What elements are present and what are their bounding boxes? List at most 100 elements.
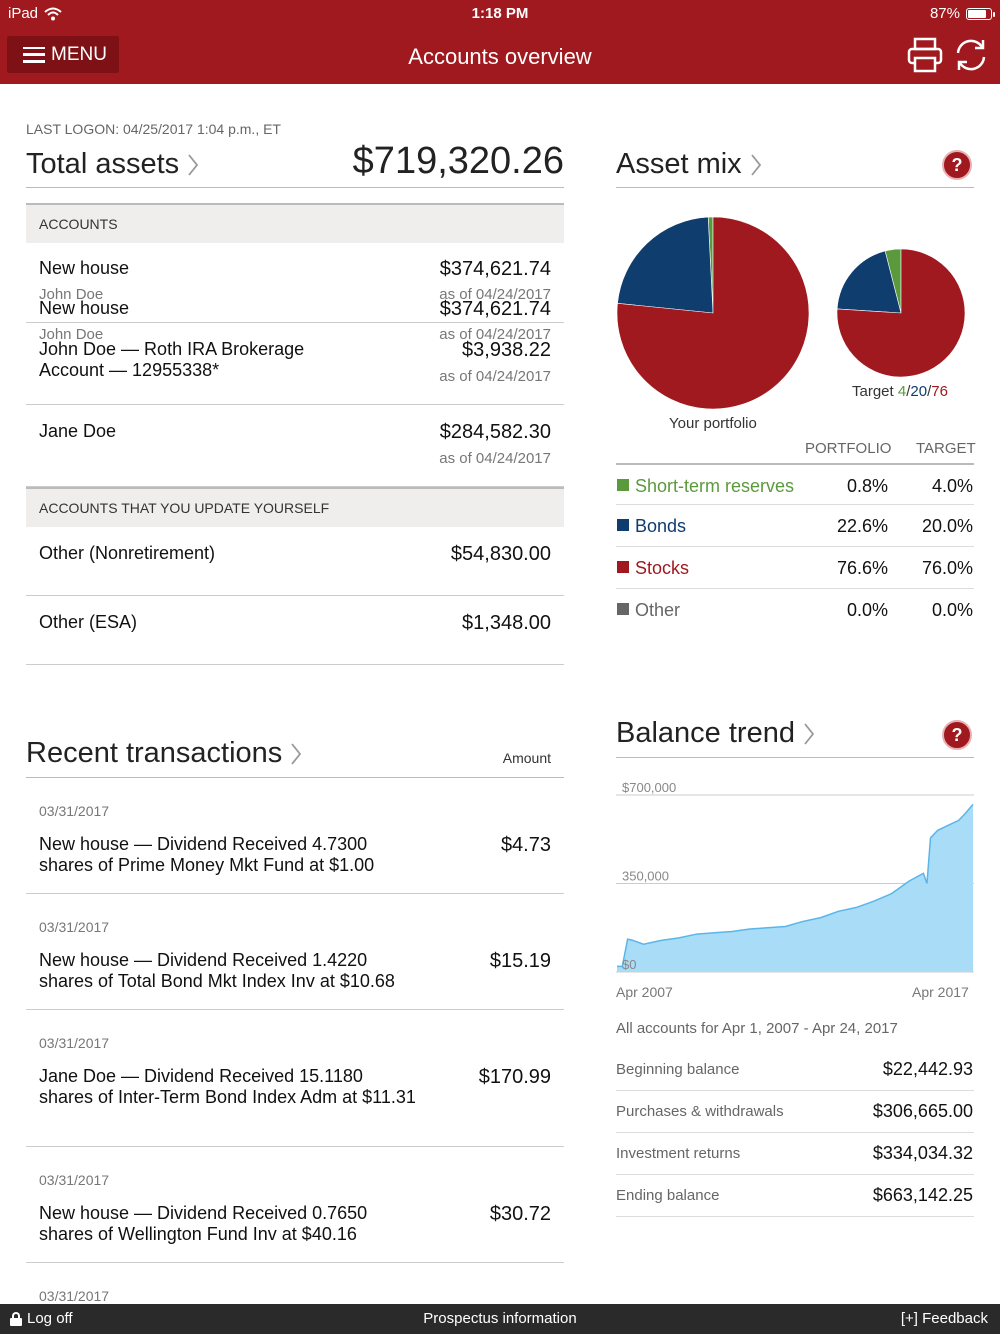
wifi-icon (44, 7, 62, 20)
print-icon[interactable] (906, 36, 944, 74)
total-assets-link[interactable]: Total assets (26, 148, 199, 181)
balance-trend-chart: $700,000 350,000 $0 (616, 780, 974, 973)
portfolio-column-header: PORTFOLIO (805, 440, 892, 457)
y-tick-label: $0 (622, 957, 636, 972)
battery-icon (966, 7, 995, 20)
balance-label: Ending balance (616, 1187, 720, 1204)
transaction-description: Jane Doe — Dividend Received 15.1180 sha… (39, 1066, 416, 1107)
portfolio-percent: 22.6% (836, 516, 888, 536)
account-owner: John Doe (39, 286, 104, 303)
transaction-date: 03/31/2017 (39, 1288, 110, 1304)
recent-transactions-link[interactable]: Recent transactions (26, 737, 302, 770)
self-accounts-group-header: ACCOUNTS THAT YOU UPDATE YOURSELF (26, 487, 564, 527)
target-percent: 20.0% (921, 516, 973, 536)
feedback-button[interactable]: [+] Feedback (900, 1310, 988, 1327)
total-assets-label: Total assets (26, 148, 180, 180)
chevron-right-icon (750, 153, 761, 176)
portfolio-pie-label: Your portfolio (669, 415, 757, 432)
target-separator: / (927, 383, 932, 400)
balance-area (617, 804, 973, 972)
account-name: John Doe — Roth IRA Brokerage Account — … (39, 339, 305, 380)
portfolio-percent: 0.0% (846, 600, 888, 620)
transaction-amount: $170.99 (478, 1066, 551, 1088)
transaction-description: New house — Dividend Received 1.4220 sha… (39, 950, 395, 991)
transaction-amount: $15.19 (489, 950, 551, 972)
account-name: Jane Doe (39, 421, 117, 441)
balance-row: Purchases & withdrawals $306,665.00 (616, 1091, 974, 1133)
asset-class-label: Other (635, 600, 681, 620)
portfolio-percent: 76.6% (836, 558, 888, 578)
asset-mix-link[interactable]: Asset mix (616, 148, 762, 181)
transaction-date: 03/31/2017 (39, 919, 110, 935)
lock-icon (10, 1311, 22, 1326)
account-amount: $374,621.74 (439, 298, 551, 320)
balance-value: $22,442.93 (882, 1059, 973, 1079)
account-row[interactable]: Other (Nonretirement) $54,830.00 (26, 527, 564, 596)
accounts-group-header: ACCOUNTS (26, 203, 564, 243)
prospectus-container: Prospectus information (0, 1310, 1000, 1327)
bonds-swatch (617, 519, 629, 531)
hamburger-icon (23, 46, 45, 63)
transaction-row[interactable]: 03/31/2017 New house — Dividend Received… (26, 894, 564, 1010)
target-percent: 76.0% (921, 558, 973, 578)
refresh-icon[interactable] (952, 36, 990, 74)
account-amount: $284,582.30 (439, 421, 551, 443)
target-column-header: TARGET (916, 440, 976, 457)
status-bar: iPad 1:18 PM 87% (0, 0, 1000, 28)
transaction-description: New house — Dividend Received 0.7650 sha… (39, 1203, 368, 1244)
account-amount: $374,621.74 (439, 258, 551, 280)
asset-mix-row: Bonds 22.6% 20.0% (616, 505, 974, 547)
transaction-row[interactable]: 03/31/2017 (26, 1263, 564, 1323)
balance-line (617, 803, 974, 968)
balance-label: Beginning balance (616, 1061, 740, 1078)
balance-trend-label: Balance trend (616, 717, 795, 749)
account-amount: $1,348.00 (462, 612, 551, 634)
account-row[interactable]: Jane Doe $284,582.30 as of 04/24/2017 (26, 405, 564, 487)
chevron-right-icon (804, 722, 815, 745)
total-assets-value: $719,320.26 (352, 140, 564, 182)
account-row[interactable]: Other (ESA) $1,348.00 (26, 596, 564, 665)
account-as-of: as of 04/24/2017 (439, 368, 551, 385)
balance-trend-header: Balance trend ? (616, 710, 974, 758)
balance-value: $306,665.00 (872, 1101, 973, 1121)
account-name: Other (Nonretirement) (39, 543, 216, 563)
balance-value: $334,034.32 (872, 1143, 973, 1163)
account-row[interactable]: New house John Doe $374,621.74 as of 04/… (26, 243, 564, 323)
balance-row: Investment returns $334,034.32 (616, 1133, 974, 1175)
target-slice-bonds (836, 250, 902, 314)
battery-percent: 87% (929, 5, 960, 22)
balance-trend-help-icon[interactable]: ? (942, 720, 972, 750)
balance-trend-caption: All accounts for Apr 1, 2007 - Apr 24, 2… (616, 1020, 898, 1037)
portfolio-pie-chart (616, 216, 810, 410)
transaction-row[interactable]: 03/31/2017 New house — Dividend Received… (26, 778, 564, 894)
asset-mix-header: Asset mix ? (616, 140, 974, 188)
asset-class-label: Short-term reserves (635, 476, 795, 496)
target-slice-stocks (836, 248, 966, 378)
transaction-row[interactable]: 03/31/2017 New house — Dividend Received… (26, 1147, 564, 1263)
menu-button[interactable]: MENU (7, 36, 119, 73)
asset-mix-row: Stocks 76.6% 76.0% (616, 547, 974, 589)
asset-class-label: Bonds (635, 516, 687, 536)
account-row[interactable]: John Doe — Roth IRA Brokerage Account — … (26, 323, 564, 405)
amount-column-header: Amount (502, 750, 551, 766)
portfolio-slice-bonds (617, 216, 714, 314)
balance-label: Purchases & withdrawals (616, 1103, 784, 1120)
transaction-amount: $30.72 (489, 1203, 551, 1225)
target-pie-chart (836, 248, 966, 378)
status-time: 1:18 PM (471, 5, 529, 22)
device-label: iPad (8, 5, 39, 22)
short-term-swatch (617, 479, 629, 491)
x-tick-label: Apr 2017 (912, 984, 969, 1000)
logoff-button[interactable]: Log off (10, 1310, 73, 1327)
balance-value: $663,142.25 (872, 1185, 973, 1205)
portfolio-percent: 0.8% (846, 476, 888, 496)
balance-trend-link[interactable]: Balance trend (616, 717, 815, 750)
page-title: Accounts overview (408, 44, 592, 69)
account-as-of: as of 04/24/2017 (439, 286, 551, 303)
account-as-of: as of 04/24/2017 (439, 326, 551, 343)
transaction-row[interactable]: 03/31/2017 Jane Doe — Dividend Received … (26, 1010, 564, 1147)
prospectus-link[interactable]: Prospectus information (423, 1310, 577, 1327)
asset-mix-help-icon[interactable]: ? (942, 150, 972, 180)
balance-label: Investment returns (616, 1145, 741, 1162)
x-tick-label: Apr 2007 (616, 984, 673, 1000)
